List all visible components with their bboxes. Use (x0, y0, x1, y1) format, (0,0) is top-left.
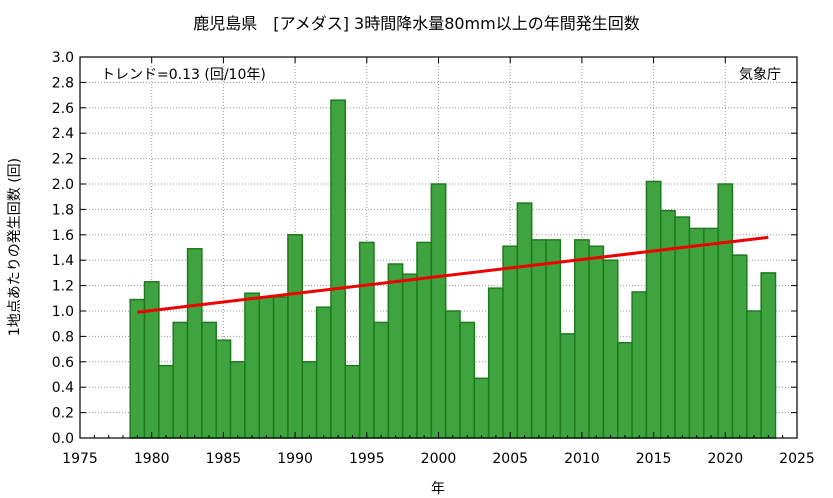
x-tick-label: 2000 (421, 451, 457, 467)
y-tick-label: 0.8 (52, 329, 74, 345)
bar-2019 (703, 227, 719, 439)
bar-1990 (287, 234, 304, 439)
y-tick-label: 2.0 (52, 177, 74, 193)
bar-2008 (545, 239, 562, 439)
y-tick-label: 0.0 (52, 431, 74, 447)
bar-1984 (201, 321, 217, 439)
bar-1999 (416, 241, 433, 439)
y-tick-label: 1.6 (52, 228, 74, 244)
bar-2009 (559, 333, 576, 439)
y-tick-label: 1.4 (52, 253, 74, 269)
x-tick-label: 2010 (564, 451, 600, 467)
bar-2017 (674, 216, 691, 439)
x-tick-label: 2005 (492, 451, 528, 467)
bar-2023 (760, 272, 777, 439)
bar-2022 (746, 310, 762, 439)
bar-1992 (315, 306, 332, 439)
y-tick-label: 1.2 (52, 279, 74, 295)
bar-1996 (373, 321, 390, 439)
bar-2006 (516, 202, 533, 439)
bar-2015 (645, 180, 662, 439)
bar-2005 (502, 245, 519, 439)
bar-1982 (172, 321, 189, 439)
bar-1985 (215, 339, 232, 439)
bar-1994 (344, 364, 361, 439)
y-tick-label: 1.0 (52, 304, 74, 320)
y-tick-label: 0.6 (52, 355, 74, 371)
x-tick-label: 1980 (134, 451, 170, 467)
bar-1989 (272, 296, 289, 439)
bar-1995 (358, 241, 375, 439)
y-tick-label: 2.2 (52, 152, 74, 168)
x-tick-label: 1995 (349, 451, 385, 467)
bar-2010 (573, 239, 590, 439)
bar-2001 (444, 310, 461, 439)
y-tick-label: 3.0 (52, 50, 74, 66)
bar-1991 (301, 361, 318, 439)
bar-2016 (660, 209, 676, 439)
bar-2013 (617, 342, 633, 439)
bar-2012 (602, 259, 619, 439)
y-tick-label: 2.6 (52, 101, 74, 117)
bar-2014 (631, 291, 648, 439)
bar-2020 (717, 183, 734, 439)
bar-2018 (688, 227, 705, 439)
x-tick-label: 2025 (779, 451, 815, 467)
bar-2002 (459, 321, 476, 439)
y-tick-label: 0.2 (52, 406, 74, 422)
bar-1980 (143, 281, 160, 439)
y-tick-label: 2.8 (52, 75, 74, 91)
bar-2011 (588, 245, 605, 439)
bar-2021 (731, 254, 748, 439)
bar-1981 (158, 364, 174, 439)
chart-title: 鹿児島県 [アメダス] 3時間降水量80mm以上の年間発生回数 (193, 14, 640, 33)
bar-1997 (387, 263, 404, 439)
x-axis-label: 年 (431, 481, 445, 497)
bar-2003 (473, 377, 490, 439)
x-tick-label: 1990 (277, 451, 313, 467)
y-tick-label: 0.4 (52, 380, 74, 396)
x-tick-label: 2015 (636, 451, 672, 467)
bar-2000 (430, 183, 447, 439)
bar-1987 (244, 292, 261, 439)
bar-2004 (487, 287, 504, 439)
source-label: 気象庁 (739, 67, 781, 83)
bar-1993 (330, 99, 347, 439)
trend-label: トレンド=0.13 (回/10年) (101, 67, 266, 83)
bar-1988 (258, 296, 275, 439)
bar-1986 (229, 361, 246, 439)
x-tick-label: 1975 (62, 451, 98, 467)
bar-1983 (186, 248, 203, 439)
y-tick-label: 1.8 (52, 202, 74, 218)
trend-line (137, 235, 769, 314)
bar-1998 (401, 273, 418, 439)
bar-1979 (129, 298, 146, 439)
x-tick-label: 2020 (707, 451, 743, 467)
bar-2007 (530, 239, 547, 439)
x-tick-label: 1985 (206, 451, 242, 467)
y-tick-label: 2.4 (52, 126, 74, 142)
